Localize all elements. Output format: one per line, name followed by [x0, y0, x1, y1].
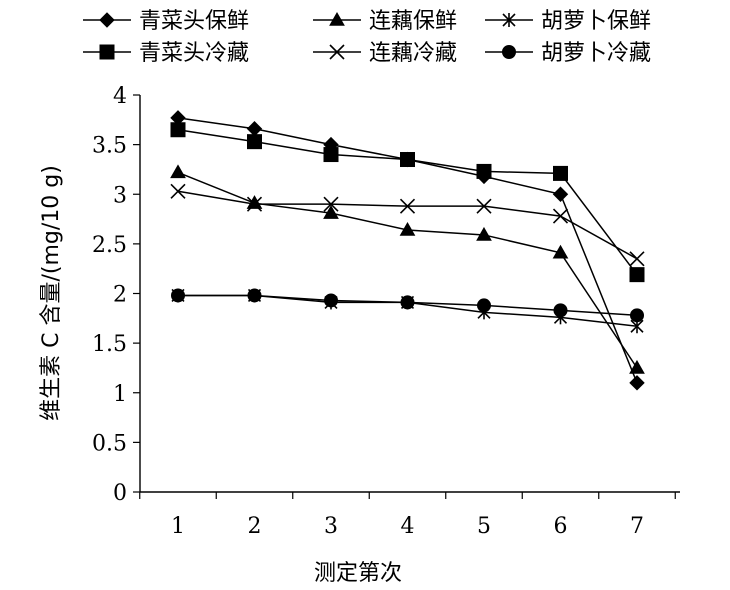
data-point: [247, 288, 262, 303]
legend-item: 青菜头冷藏: [83, 41, 249, 66]
x-tick-label: 5: [477, 514, 491, 539]
series-square: [170, 122, 645, 283]
y-tick-label: 2: [113, 283, 127, 308]
plot-area: 0 0.5 1 1.5 2 2.5 3 3.5 4 1 2 3 4 5 6 7: [92, 84, 680, 539]
legend-marker: [502, 45, 516, 59]
y-axis-title: 维生素 C 含量/(mg/10 g): [39, 165, 64, 421]
data-point: [629, 359, 645, 374]
data-point: [629, 267, 645, 283]
data-point: [400, 295, 415, 310]
series-layer: [170, 110, 645, 391]
data-point: [552, 208, 569, 224]
series-x: [170, 183, 645, 267]
data-point: [476, 226, 492, 241]
data-point: [171, 288, 185, 303]
data-point: [247, 134, 262, 150]
series-circle: [171, 288, 644, 323]
data-point: [170, 122, 186, 138]
data-point: [629, 375, 645, 391]
x-tick-label: 2: [248, 514, 262, 539]
legend-item: 连藕保鲜: [313, 9, 457, 34]
legend-label: 青菜头冷藏: [139, 41, 249, 66]
legend-item: 青菜头保鲜: [83, 9, 249, 34]
legend-item: 连藕冷藏: [313, 41, 457, 66]
data-point: [477, 298, 491, 313]
legend-marker: [502, 13, 516, 27]
data-point: [552, 244, 569, 259]
data-point: [170, 183, 186, 199]
data-point: [170, 164, 186, 179]
data-point: [246, 196, 263, 212]
legend-item: 胡萝卜冷藏: [485, 41, 651, 66]
legend-marker: [329, 44, 345, 60]
legend-label: 连藕冷藏: [369, 41, 457, 66]
y-tick-label: 1.5: [92, 332, 127, 357]
data-point: [323, 196, 339, 212]
data-point: [629, 251, 645, 267]
series-triangle: [170, 164, 645, 374]
data-point: [476, 163, 492, 179]
y-tick-label: 2.5: [92, 233, 127, 258]
data-point: [553, 165, 568, 181]
data-point: [399, 198, 416, 214]
legend-marker: [329, 11, 345, 26]
x-tick-label: 4: [401, 514, 415, 539]
legend-label: 连藕保鲜: [369, 9, 457, 34]
legend-marker: [99, 44, 115, 60]
y-tick-label: 3.5: [92, 134, 127, 159]
data-point: [399, 221, 416, 236]
data-point: [246, 195, 263, 209]
data-point: [323, 205, 339, 219]
data-point: [630, 308, 644, 323]
y-tick-label: 1: [113, 382, 127, 407]
y-tick-label: 0.5: [92, 431, 127, 456]
series-line: [177, 171, 638, 369]
y-tick-label: 3: [113, 183, 127, 208]
y-tick-label: 0: [113, 481, 127, 506]
data-point: [323, 147, 339, 163]
axes: 0 0.5 1 1.5 2 2.5 3 3.5 4 1 2 3 4 5 6 7: [92, 84, 680, 539]
x-tick-label: 6: [554, 514, 568, 539]
data-point: [553, 303, 568, 318]
data-point: [324, 293, 338, 308]
y-tick-label: 4: [113, 84, 127, 109]
data-point: [552, 186, 569, 202]
legend-marker: [99, 12, 115, 28]
data-point: [400, 152, 415, 168]
data-point: [476, 198, 492, 214]
x-axis-title: 测定第次: [314, 561, 402, 586]
x-tick-label: 3: [324, 514, 338, 539]
legend-item: 胡萝卜保鲜: [485, 9, 651, 34]
legend-label: 胡萝卜保鲜: [541, 9, 651, 34]
legend-label: 青菜头保鲜: [139, 9, 249, 34]
x-tick-label: 7: [630, 514, 644, 539]
x-tick-label: 1: [171, 514, 185, 539]
legend-label: 胡萝卜冷藏: [541, 41, 651, 66]
data-point: [246, 121, 263, 137]
